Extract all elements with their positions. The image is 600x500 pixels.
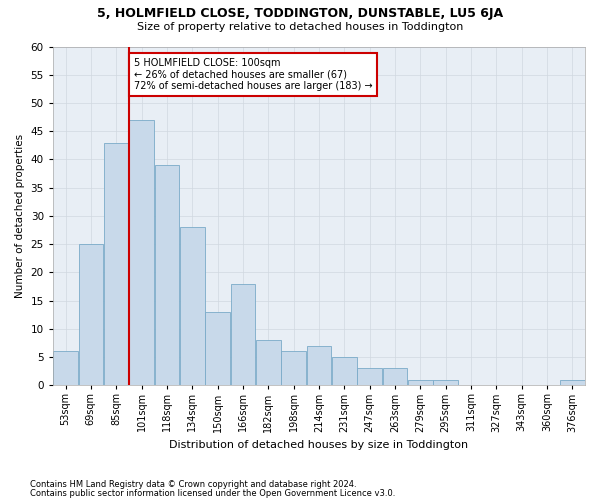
- Bar: [79, 244, 103, 386]
- Bar: [104, 142, 128, 386]
- Bar: [383, 368, 407, 386]
- Bar: [560, 380, 584, 386]
- Bar: [205, 312, 230, 386]
- Y-axis label: Number of detached properties: Number of detached properties: [15, 134, 25, 298]
- X-axis label: Distribution of detached houses by size in Toddington: Distribution of detached houses by size …: [169, 440, 469, 450]
- Text: Contains HM Land Registry data © Crown copyright and database right 2024.: Contains HM Land Registry data © Crown c…: [30, 480, 356, 489]
- Bar: [53, 352, 78, 386]
- Text: Size of property relative to detached houses in Toddington: Size of property relative to detached ho…: [137, 22, 463, 32]
- Bar: [129, 120, 154, 386]
- Bar: [332, 357, 356, 386]
- Bar: [180, 227, 205, 386]
- Bar: [433, 380, 458, 386]
- Bar: [230, 284, 255, 386]
- Bar: [408, 380, 433, 386]
- Bar: [155, 165, 179, 386]
- Bar: [358, 368, 382, 386]
- Text: Contains public sector information licensed under the Open Government Licence v3: Contains public sector information licen…: [30, 489, 395, 498]
- Bar: [256, 340, 281, 386]
- Text: 5 HOLMFIELD CLOSE: 100sqm
← 26% of detached houses are smaller (67)
72% of semi-: 5 HOLMFIELD CLOSE: 100sqm ← 26% of detac…: [134, 58, 373, 91]
- Bar: [307, 346, 331, 386]
- Text: 5, HOLMFIELD CLOSE, TODDINGTON, DUNSTABLE, LU5 6JA: 5, HOLMFIELD CLOSE, TODDINGTON, DUNSTABL…: [97, 8, 503, 20]
- Bar: [281, 352, 306, 386]
